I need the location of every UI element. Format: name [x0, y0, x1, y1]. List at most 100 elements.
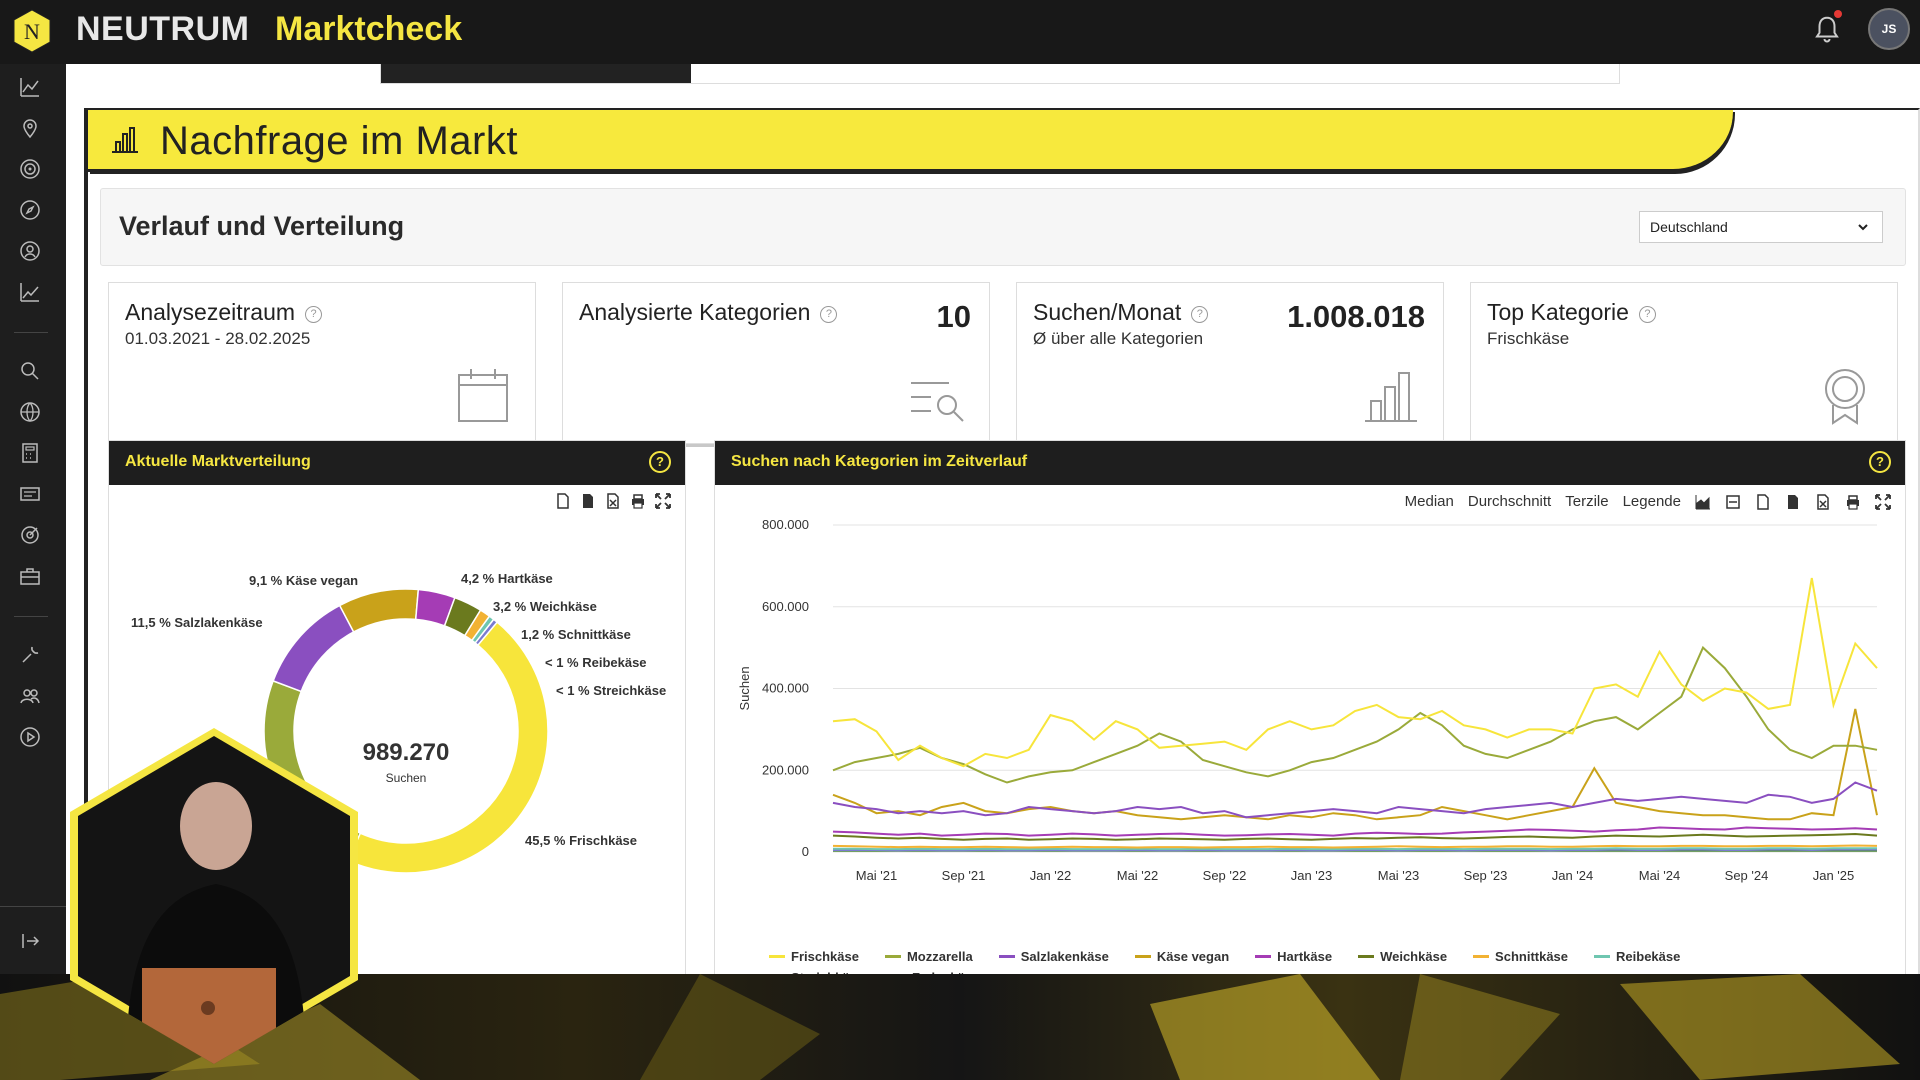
table-icon[interactable] [1725, 494, 1741, 510]
legend-item[interactable]: Mozzarella [884, 949, 973, 964]
legend-swatch [1255, 955, 1272, 958]
legend-item[interactable]: Käse vegan [1134, 949, 1229, 964]
compass-icon[interactable] [19, 199, 41, 221]
export-png-icon[interactable] [555, 493, 571, 509]
export-jpg-icon[interactable] [1785, 494, 1801, 510]
search-icon[interactable] [19, 360, 41, 382]
wrench-icon[interactable] [19, 644, 41, 666]
main-content: Nachfrage im Markt Verlauf und Verteilun… [66, 64, 1920, 974]
kpi-card-searches: Suchen/Monat? Ø über alle Kategorien 1.0… [1016, 282, 1444, 444]
kpi-subtitle: Frischkäse [1487, 329, 1570, 348]
median-button[interactable]: Median [1404, 493, 1454, 510]
logo-icon[interactable]: N [12, 8, 52, 54]
export-xls-icon[interactable] [1815, 493, 1831, 510]
donut-slice[interactable] [338, 588, 420, 633]
legend-item[interactable]: Fadenkäse [890, 970, 979, 974]
legend-item[interactable]: Schnittkäse [1473, 949, 1568, 964]
kpi-subtitle: 01.03.2021 - 28.02.2025 [125, 329, 311, 348]
print-icon[interactable] [630, 493, 646, 509]
y-tick-label: 0 [802, 844, 809, 859]
target-small-icon[interactable] [19, 524, 41, 546]
chart-legend: Streichkäse Fadenkäse [769, 970, 979, 974]
legend-item[interactable]: Reibekäse [1594, 949, 1680, 964]
legend-label: Mozzarella [906, 949, 973, 964]
country-select[interactable]: Deutschland [1639, 211, 1883, 243]
kpi-subtitle: Ø über alle Kategorien [1033, 329, 1204, 348]
target-icon[interactable] [19, 158, 41, 180]
globe-icon[interactable] [19, 401, 41, 423]
legend-button[interactable]: Legende [1622, 493, 1681, 510]
users-icon[interactable] [19, 685, 41, 707]
area-chart-icon[interactable] [1695, 494, 1711, 510]
tercile-button[interactable]: Terzile [1565, 493, 1609, 510]
x-tick-label: Jan '24 [1552, 868, 1594, 883]
series-line[interactable] [832, 781, 1878, 819]
series-line[interactable] [832, 844, 1878, 849]
play-icon[interactable] [19, 726, 41, 748]
series-line[interactable] [832, 832, 1878, 841]
legend-item[interactable]: Frischkäse [769, 949, 859, 964]
list-search-icon [911, 382, 964, 422]
export-png-icon[interactable] [1755, 493, 1771, 510]
kpi-card-top-category: Top Kategorie? Frischkäse [1470, 282, 1898, 444]
list-card-icon[interactable] [19, 483, 41, 505]
legend-label: Schnittkäse [1495, 949, 1569, 964]
person-search-icon[interactable] [19, 240, 41, 262]
help-icon[interactable]: ? [1638, 306, 1656, 323]
y-tick-label: 400.000 [762, 681, 809, 696]
trend-icon[interactable] [19, 281, 41, 303]
help-icon[interactable]: ? [305, 306, 323, 323]
notification-dot [1834, 10, 1842, 18]
x-tick-label: Mai '23 [1378, 868, 1420, 883]
kpi-card-period: Analysezeitraum? 01.03.2021 - 28.02.2025 [108, 282, 536, 444]
calculator-icon[interactable] [19, 442, 41, 464]
help-icon[interactable]: ? [649, 451, 671, 473]
section-banner: Nachfrage im Markt [88, 110, 1733, 172]
export-xls-icon[interactable] [605, 493, 621, 509]
panel-header: Aktuelle Marktverteilung ? [109, 441, 685, 485]
fullscreen-icon[interactable] [655, 493, 671, 509]
donut-slice[interactable] [463, 609, 491, 642]
print-icon[interactable] [1845, 494, 1861, 510]
legend-label: Frischkäse [791, 949, 859, 964]
series-line[interactable] [832, 577, 1878, 768]
help-icon[interactable]: ? [1869, 451, 1891, 473]
x-tick-label: Mai '21 [856, 868, 898, 883]
location-pin-icon[interactable] [19, 117, 41, 139]
briefcase-icon[interactable] [19, 565, 41, 587]
slice-label: 9,1 % Käse vegan [249, 573, 359, 588]
help-icon[interactable]: ? [1191, 306, 1209, 323]
series-line[interactable] [833, 847, 1877, 851]
series-line[interactable] [833, 848, 1877, 852]
sidebar [0, 64, 66, 974]
help-icon[interactable]: ? [820, 306, 838, 323]
avatar[interactable]: JS [1868, 8, 1910, 50]
export-toolbar [555, 493, 671, 509]
average-button[interactable]: Durchschnitt [1467, 493, 1552, 510]
legend-item[interactable]: Streichkäse [769, 970, 864, 974]
slice-label: < 1 % Streichkäse [556, 683, 667, 698]
slice-label: 4,2 % Hartkäse [461, 571, 553, 586]
legend-swatch [769, 955, 785, 958]
legend-item[interactable]: Salzlakenkäse [998, 949, 1109, 964]
logo-letter: N [24, 19, 40, 44]
legend-item[interactable]: Hartkäse [1255, 949, 1332, 964]
legend-label: Salzlakenkäse [1020, 949, 1109, 964]
fullscreen-icon[interactable] [1875, 493, 1891, 510]
filter-card: Verlauf und Verteilung Deutschland [100, 188, 1906, 266]
series-line[interactable] [832, 708, 1878, 821]
x-tick-label: Jan '22 [1030, 868, 1072, 883]
export-jpg-icon[interactable] [580, 493, 596, 509]
brand-name: NEUTRUM [76, 10, 250, 48]
scroll-progress [380, 64, 1620, 84]
logout-icon[interactable] [19, 930, 41, 952]
donut-slice[interactable] [272, 604, 355, 693]
country-select-value: Deutschland [1650, 219, 1728, 235]
series-line[interactable] [832, 826, 1878, 837]
series-line[interactable] [832, 645, 1878, 784]
analytics-icon[interactable] [19, 76, 41, 98]
bell-icon[interactable] [1812, 14, 1842, 44]
slice-label: 1,2 % Schnittkäse [521, 627, 631, 642]
slice-label: < 1 % Reibekäse [545, 655, 647, 670]
legend-item[interactable]: Weichkäse [1358, 949, 1447, 964]
